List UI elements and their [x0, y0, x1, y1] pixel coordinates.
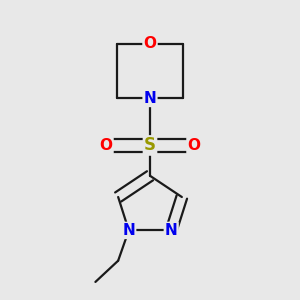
- Text: N: N: [144, 91, 156, 106]
- Text: N: N: [165, 223, 178, 238]
- Text: O: O: [143, 36, 157, 51]
- Text: O: O: [100, 138, 112, 153]
- Text: O: O: [188, 138, 200, 153]
- Text: S: S: [144, 136, 156, 154]
- Text: N: N: [122, 223, 135, 238]
